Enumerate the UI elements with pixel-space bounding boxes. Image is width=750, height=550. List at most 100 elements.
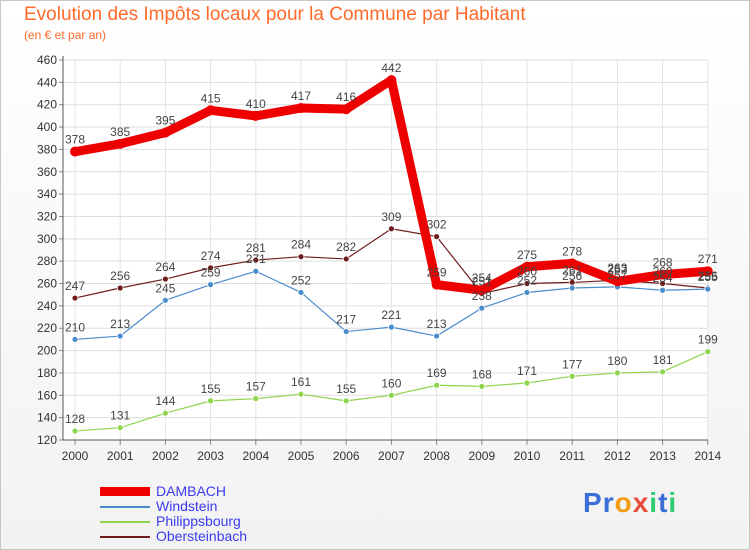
- chart-legend: DAMBACH Windstein Philippsbourg Oberstei…: [100, 483, 320, 544]
- legend-item-windstein[interactable]: Windstein: [100, 498, 320, 514]
- data-label-obersteinbach: 309: [381, 210, 401, 224]
- y-tick-label: 260: [37, 277, 57, 291]
- data-label-dambach: 271: [698, 252, 718, 266]
- y-tick-label: 400: [37, 120, 57, 134]
- logo-letter: t: [658, 487, 669, 518]
- data-point-obersteinbach: [252, 256, 260, 264]
- data-point-obersteinbach: [207, 264, 215, 272]
- data-label-philippsbourg: 144: [155, 394, 175, 408]
- data-point-philippsbourg: [207, 397, 215, 405]
- logo-letter: P: [583, 487, 603, 518]
- data-point-philippsbourg: [704, 348, 712, 356]
- y-tick-label: 280: [37, 254, 57, 268]
- y-tick-label: 420: [37, 98, 57, 112]
- data-label-windstein: 213: [110, 317, 130, 331]
- data-point-windstein: [478, 304, 486, 312]
- data-label-windstein: 238: [472, 289, 492, 303]
- data-point-windstein: [207, 281, 215, 289]
- data-point-obersteinbach: [387, 225, 395, 233]
- data-point-obersteinbach: [523, 280, 531, 287]
- data-label-dambach: 275: [517, 248, 537, 262]
- y-tick-label: 440: [37, 75, 57, 89]
- logo-letter: i: [649, 487, 659, 518]
- data-point-obersteinbach: [71, 294, 79, 302]
- data-label-philippsbourg: 131: [110, 409, 130, 423]
- data-point-windstein: [387, 323, 395, 331]
- data-label-windstein: 255: [698, 270, 718, 284]
- data-label-windstein: 254: [653, 271, 673, 285]
- x-tick-label: 2014: [694, 449, 721, 463]
- data-label-obersteinbach: 256: [110, 269, 130, 283]
- data-point-philippsbourg: [433, 381, 441, 389]
- legend-swatch-obersteinbach: [100, 536, 150, 538]
- y-tick-label: 200: [37, 344, 57, 358]
- legend-label-dambach: DAMBACH: [156, 483, 227, 499]
- x-tick-label: 2002: [152, 449, 179, 463]
- x-tick-label: 2004: [242, 449, 269, 463]
- data-point-dambach: [205, 105, 216, 116]
- data-label-windstein: 210: [65, 320, 85, 334]
- data-point-obersteinbach: [659, 280, 666, 287]
- x-tick-label: 2008: [423, 449, 450, 463]
- data-label-philippsbourg: 160: [381, 376, 401, 390]
- data-point-windstein: [659, 286, 666, 294]
- logo-letter: o: [614, 487, 633, 518]
- y-tick-label: 160: [37, 388, 57, 402]
- data-point-obersteinbach: [297, 253, 305, 261]
- data-point-dambach: [567, 258, 578, 269]
- chart-subtitle: (en € et par an): [24, 28, 107, 42]
- data-label-dambach: 278: [562, 244, 582, 258]
- legend-item-obersteinbach[interactable]: Obersteinbach: [100, 528, 320, 544]
- data-label-obersteinbach: 281: [246, 241, 266, 255]
- y-tick-label: 460: [37, 53, 57, 67]
- data-point-windstein: [704, 285, 712, 293]
- data-point-philippsbourg: [614, 369, 621, 377]
- data-point-philippsbourg: [297, 390, 305, 398]
- legend-swatch-philippsbourg: [100, 521, 150, 523]
- legend-item-dambach[interactable]: DAMBACH: [100, 483, 320, 499]
- data-label-windstein: 257: [607, 268, 627, 282]
- data-point-obersteinbach: [342, 255, 350, 263]
- data-point-dambach: [702, 266, 713, 277]
- data-point-philippsbourg: [387, 391, 395, 399]
- data-label-dambach: 385: [110, 125, 130, 139]
- y-tick-label: 380: [37, 142, 57, 156]
- y-tick-label: 240: [37, 299, 57, 313]
- data-label-dambach: 254: [472, 271, 492, 285]
- x-tick-label: 2010: [514, 449, 541, 463]
- data-point-windstein: [297, 289, 305, 296]
- data-label-obersteinbach: 263: [607, 261, 627, 275]
- data-point-dambach: [431, 279, 442, 290]
- y-tick-label: 320: [37, 209, 57, 223]
- data-point-philippsbourg: [568, 372, 576, 380]
- data-label-philippsbourg: 171: [517, 364, 537, 378]
- data-label-dambach: 268: [653, 256, 673, 270]
- legend-item-philippsbourg[interactable]: Philippsbourg: [100, 513, 320, 529]
- data-point-philippsbourg: [342, 397, 350, 405]
- data-label-obersteinbach: 302: [427, 218, 447, 232]
- data-point-dambach: [115, 138, 126, 149]
- data-point-philippsbourg: [71, 427, 79, 435]
- plot-area: [63, 60, 708, 440]
- data-point-windstein: [116, 332, 124, 340]
- data-point-philippsbourg: [523, 379, 531, 387]
- data-label-dambach: 442: [381, 61, 401, 75]
- logo-letter: i: [668, 487, 678, 518]
- x-tick-label: 2001: [107, 449, 134, 463]
- logo-letter: x: [632, 487, 650, 518]
- data-label-windstein: 259: [201, 266, 221, 280]
- y-tick-label: 120: [37, 433, 57, 447]
- data-point-philippsbourg: [161, 409, 169, 417]
- x-tick-label: 2007: [378, 449, 405, 463]
- data-label-dambach: 378: [65, 133, 85, 147]
- y-tick-label: 300: [37, 232, 57, 246]
- data-point-dambach: [612, 276, 623, 287]
- data-label-philippsbourg: 181: [653, 353, 673, 367]
- data-label-windstein: 271: [246, 252, 266, 266]
- data-point-windstein: [523, 289, 531, 296]
- data-label-obersteinbach: 247: [65, 279, 85, 293]
- data-label-philippsbourg: 177: [562, 357, 582, 371]
- x-tick-label: 2005: [288, 449, 315, 463]
- data-label-obersteinbach: 284: [291, 238, 311, 252]
